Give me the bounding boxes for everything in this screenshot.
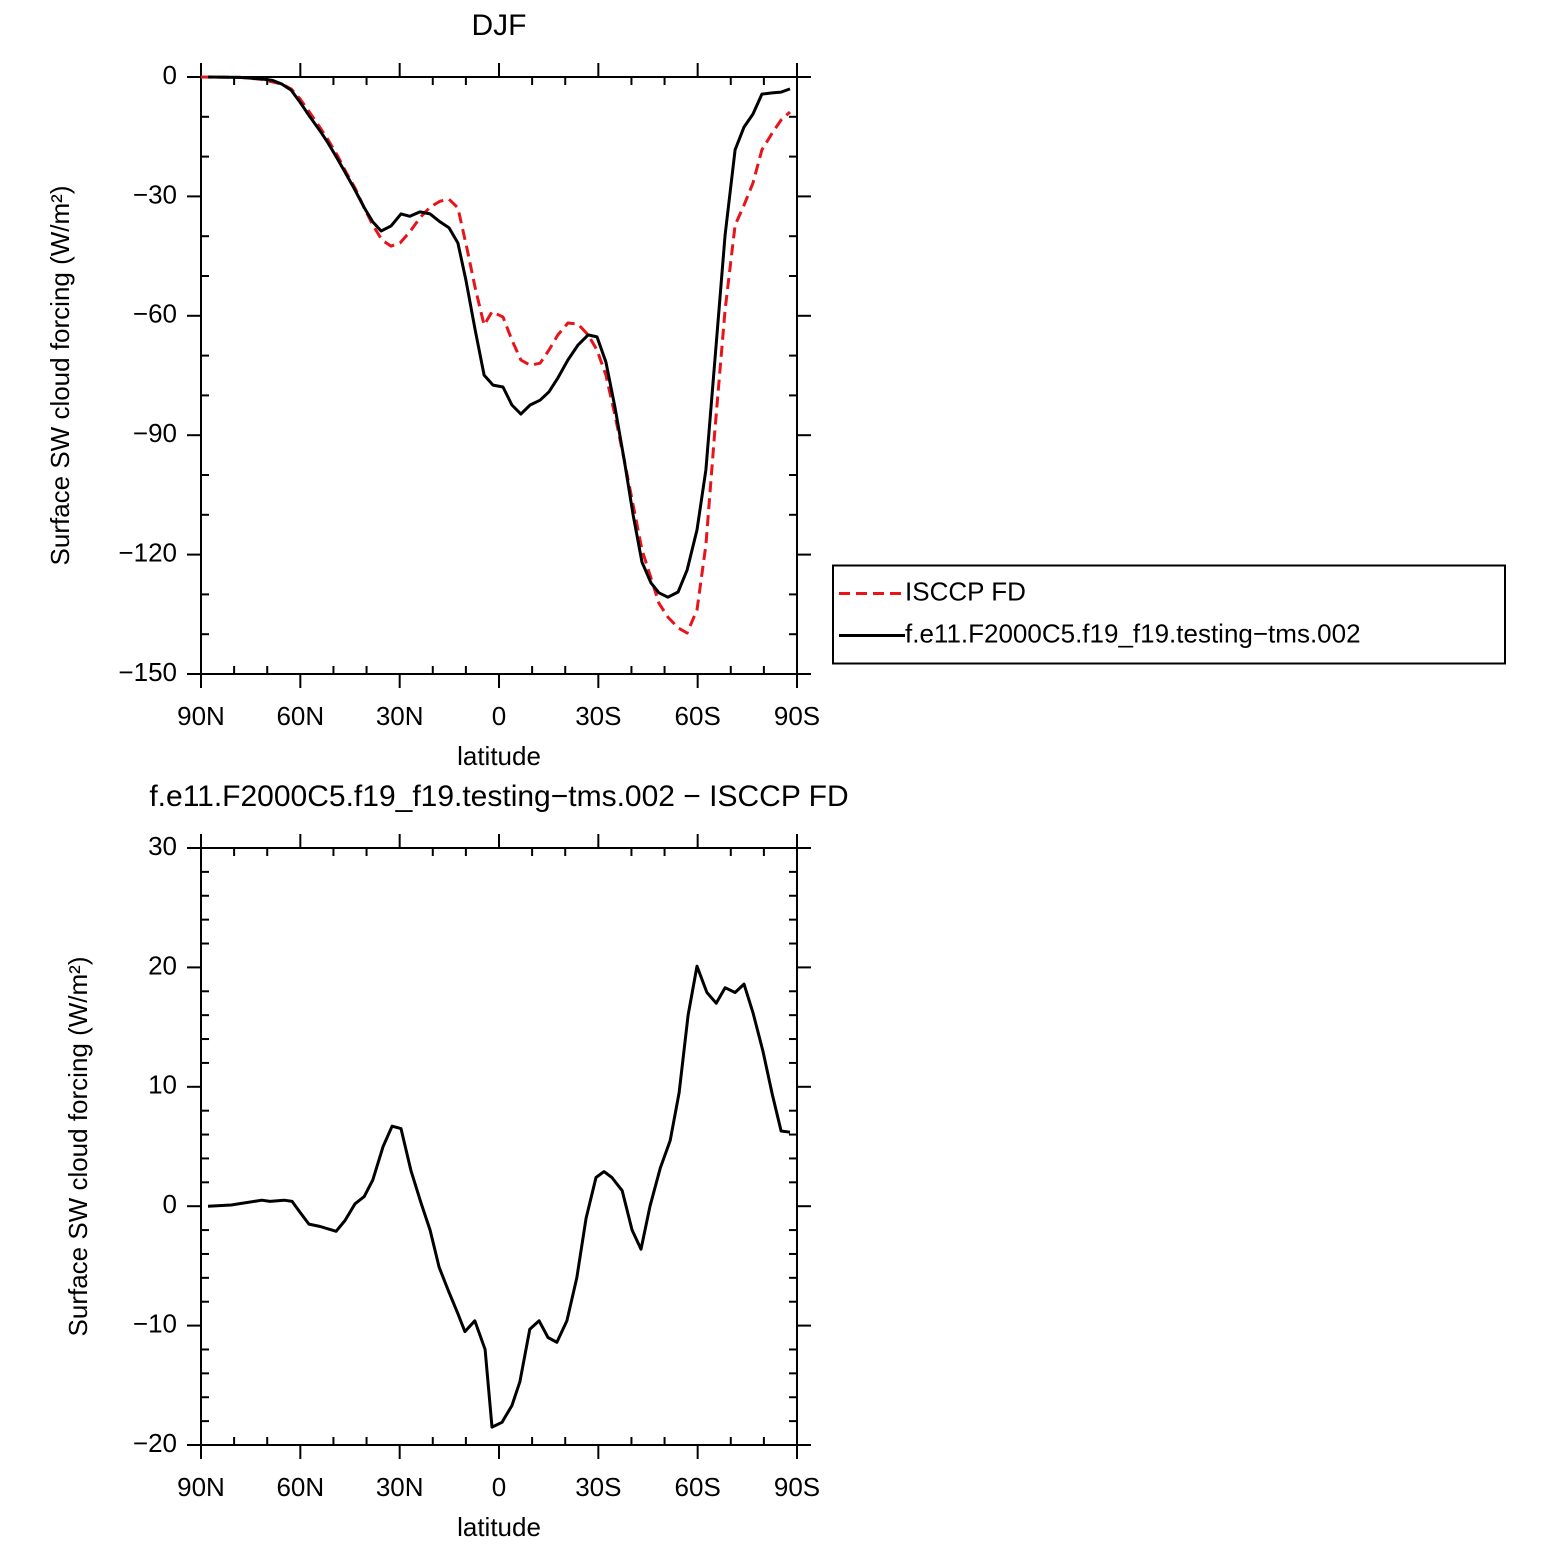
y-tick-label: −20 <box>133 1428 177 1458</box>
series-line <box>207 964 791 1429</box>
x-tick-label: 60N <box>276 1472 324 1502</box>
x-tick-label: 30S <box>575 1472 621 1502</box>
x-axis-label: latitude <box>457 741 541 771</box>
chart-title: f.e11.F2000C5.f19_f19.testing−tms.002 − … <box>149 780 848 813</box>
series-line <box>200 75 792 635</box>
y-tick-label: 0 <box>163 60 177 90</box>
x-tick-label: 90S <box>774 701 820 731</box>
x-tick-label: 0 <box>492 701 506 731</box>
x-tick-label: 60S <box>675 701 721 731</box>
legend-label: f.e11.F2000C5.f19_f19.testing−tms.002 <box>905 618 1361 648</box>
y-tick-label: 0 <box>163 1189 177 1219</box>
y-tick-label: −30 <box>133 179 177 209</box>
x-tick-label: 60N <box>276 701 324 731</box>
legend-label: ISCCP FD <box>905 576 1026 606</box>
y-axis-label: Surface SW cloud forcing (W/m²) <box>63 957 93 1337</box>
x-tick-label: 90N <box>177 701 225 731</box>
series-line <box>207 75 791 599</box>
x-tick-label: 30N <box>376 1472 424 1502</box>
y-tick-label: −150 <box>118 657 177 687</box>
x-tick-label: 90N <box>177 1472 225 1502</box>
x-tick-label: 0 <box>492 1472 506 1502</box>
y-tick-label: −120 <box>118 537 177 567</box>
plot-frame <box>200 76 798 675</box>
y-tick-label: −60 <box>133 299 177 329</box>
legend-box <box>832 564 1506 665</box>
y-tick-label: 30 <box>148 831 177 861</box>
chart-title: DJF <box>472 9 527 42</box>
x-tick-label: 90S <box>774 1472 820 1502</box>
y-tick-label: 20 <box>148 950 177 980</box>
y-tick-label: −10 <box>133 1308 177 1338</box>
x-tick-label: 30N <box>376 701 424 731</box>
x-tick-label: 60S <box>675 1472 721 1502</box>
x-tick-label: 30S <box>575 701 621 731</box>
y-tick-label: 10 <box>148 1070 177 1100</box>
y-axis-label: Surface SW cloud forcing (W/m²) <box>45 186 75 566</box>
y-tick-label: −90 <box>133 418 177 448</box>
x-axis-label: latitude <box>457 1512 541 1542</box>
plot-frame <box>200 847 798 1446</box>
